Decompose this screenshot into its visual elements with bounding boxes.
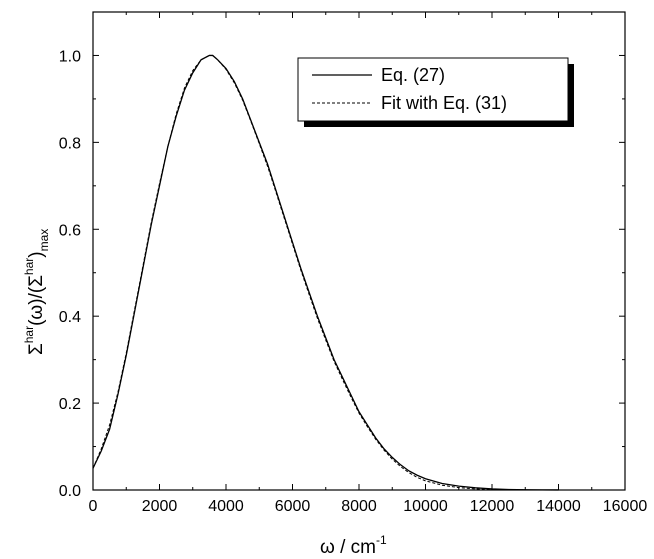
x-tick-label: 6000 [275, 498, 311, 515]
legend-label-eq27: Eq. (27) [381, 65, 445, 85]
y-axis-title: Σhar(ω)/(Σhar)max [22, 229, 51, 355]
y-axis-title-p3: ) [26, 251, 47, 257]
y-axis-title-p1: Σ [26, 343, 47, 355]
x-axis-title-sup: -1 [376, 533, 387, 547]
y-tick-label: 0.2 [59, 396, 81, 413]
x-axis-title: ω / cm-1 [320, 533, 387, 558]
y-axis-title-s2: har [22, 258, 36, 275]
x-tick-label: 0 [89, 498, 98, 515]
y-axis-title-p2: (ω)/(Σ [26, 275, 47, 326]
y-axis-title-s1: har [22, 326, 36, 343]
x-tick-label: 10000 [403, 498, 448, 515]
x-axis-title-base: ω / cm [320, 537, 376, 558]
x-tick-label: 12000 [470, 498, 515, 515]
y-axis-title-sub: max [37, 229, 51, 252]
x-tick-label: 16000 [603, 498, 648, 515]
legend-box [297, 57, 569, 122]
legend-label-fit-eq31: Fit with Eq. (31) [381, 93, 507, 113]
y-tick-label: 0.4 [59, 309, 81, 326]
y-tick-label: 1.0 [59, 48, 81, 65]
y-tick-label: 0.8 [59, 135, 81, 152]
y-tick-label: 0.6 [59, 222, 81, 239]
x-tick-label: 8000 [341, 498, 377, 515]
x-tick-label: 2000 [142, 498, 178, 515]
series-layer [92, 54, 559, 491]
series-line-fit-eq31 [92, 54, 559, 491]
legend: Eq. (27) Fit with Eq. (31) [297, 57, 574, 127]
x-axis-ticks: 0 2000 4000 6000 8000 10000 12000 14000 16000 [89, 12, 648, 515]
x-tick-label: 4000 [208, 498, 244, 515]
y-tick-label: 0.0 [59, 483, 81, 500]
y-axis-ticks: 0.0 0.2 0.4 0.6 0.8 1.0 [59, 11, 625, 500]
x-tick-label: 14000 [536, 498, 581, 515]
